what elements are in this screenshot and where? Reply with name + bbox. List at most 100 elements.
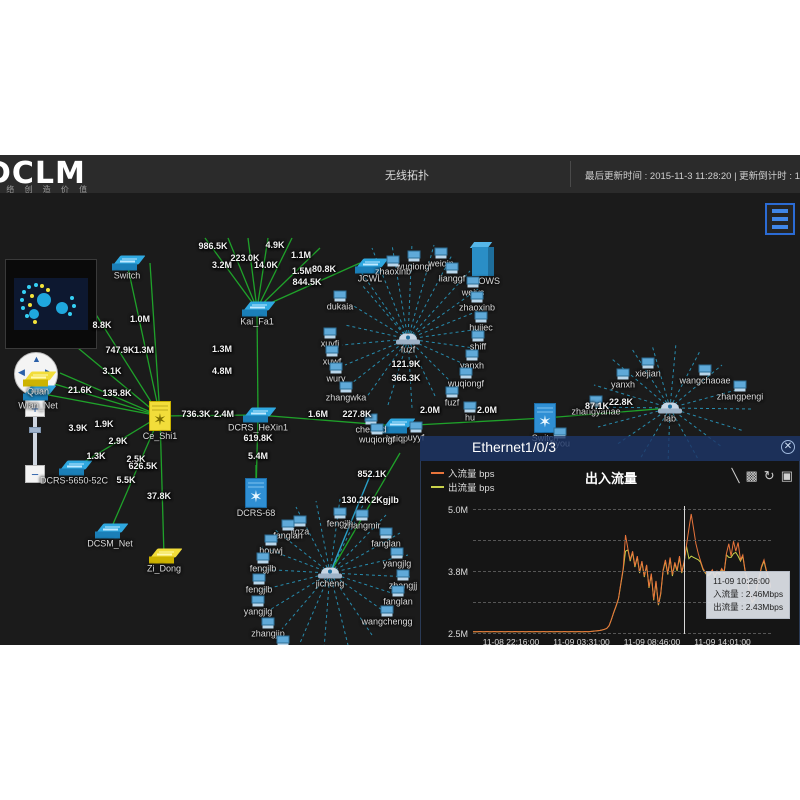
topology-client-node[interactable]: yangjlg [383,547,411,569]
gridline: 2.5M [448,571,771,639]
topology-node-dcrs-5650-52c[interactable]: DCRS-5650-52C [40,460,108,486]
zoom-in-button[interactable]: + [25,399,45,417]
topology-client-node[interactable]: wangchaoae [679,364,731,386]
topology-client-node[interactable]: xiejian [635,357,661,379]
zoom-track[interactable] [33,417,37,465]
topology-node-jicheng[interactable]: jicheng [316,567,344,589]
topology-client-node[interactable]: uyyf [408,421,424,443]
legend-item-out[interactable]: 出流量 bps [431,480,494,494]
link-traffic-value: 747.9K [105,345,135,355]
link-traffic-value: 2.5K [126,454,146,464]
gridline: 3.8M [448,540,771,577]
topology-client-node[interactable]: fengjlb [246,573,272,595]
topology-canvas[interactable]: ▲ ▼ ◀ ▶ + − SwitchKai_Fa1JCWLSUOWS✶Ce_Sh… [0,193,800,645]
topology-node-fuzf[interactable]: fuzf [396,333,420,355]
link-traffic-value: 37.8K [146,491,172,501]
link-traffic-value: 1.3K [86,451,106,461]
link-traffic-value: 619.8K [243,433,273,443]
topology-node-lab[interactable]: lab [658,402,682,424]
gridline: 1.3M [473,602,771,603]
client-label: fengjlb [326,518,354,529]
client-label: zhangpengi [716,391,764,402]
client-label: fuzf [444,397,460,408]
chart-series [473,513,772,633]
topology-client-node[interactable]: zhaoxinb [459,291,495,313]
topology-client-node[interactable]: houwj [259,534,283,556]
topology-node-jcwl[interactable]: JCWL [355,258,389,284]
topology-client-node[interactable]: weiys [462,276,484,298]
save-icon[interactable]: ▣ [780,468,793,483]
zoom-out-button[interactable]: − [25,465,45,483]
pan-left-icon[interactable]: ◀ [18,367,25,377]
topology-client-node[interactable]: fuzf [445,386,459,408]
client-label: houwj [259,545,283,556]
topology-node-quan[interactable]: Quan [23,371,57,397]
topology-minimap[interactable] [5,259,97,349]
topology-node-wlan-net[interactable]: Wlan_Net [18,385,58,411]
link-traffic-value: 1.6M [307,409,329,419]
topology-client-node[interactable]: yangjlg [244,595,272,617]
client-label: lianggf [438,273,466,284]
last-update-status: 最后更新时间 : 2015-11-3 11:28:20 | 更新倒计时 : 11 [585,171,800,182]
topology-client-node[interactable]: yanxh [611,368,635,390]
topology-client-node[interactable]: zhangyanae [571,395,621,417]
topology-client-node[interactable]: hu [463,401,477,423]
line-chart-icon[interactable]: ╲ [731,468,740,483]
topology-client-node[interactable]: wury [326,362,346,384]
topology-client-node[interactable]: fengjlb [250,552,276,574]
topology-client-node[interactable]: wuqiongf [396,250,432,272]
topology-client-node[interactable]: zhangjj [389,569,417,591]
topology-node-switch[interactable]: Switch [112,255,146,281]
topology-client-node[interactable]: dukaia [327,290,353,312]
topology-client-node[interactable]: lianggf [439,262,465,284]
topology-node-dcrs-hexin1[interactable]: DCRS_HeXin1 [228,407,288,433]
topology-client-node[interactable]: shiff [470,330,486,352]
chart-toolbox[interactable]: ╲ ▩ ↻ ▣ [732,469,793,482]
topology-client-node[interactable]: shiff [276,635,290,645]
topology-client-node[interactable]: wuqiongf [359,423,395,445]
link-traffic-value: 135.8K [102,388,132,398]
link-traffic-value: 1.3M [211,344,233,354]
topology-node-kai-fa1[interactable]: Kai_Fa1 [240,301,276,327]
topology-client-node[interactable]: fanglan [371,527,401,549]
link-traffic-value: 223.0K [230,253,260,263]
client-label: wuqiongf [358,434,396,445]
topology-client-node[interactable]: zhangjjp [251,617,285,639]
topology-client-node[interactable]: yanxh [460,349,484,371]
link-traffic-value: 2.9K [108,436,128,446]
topology-client-node[interactable]: zhangpengi [717,380,763,402]
topology-node-dcrs-68[interactable]: ✶ DCRS-68 [237,478,275,518]
topology-client-node[interactable]: hujiec [469,311,493,333]
topology-client-node[interactable]: fanglan [383,585,413,607]
topology-node-huiqp[interactable]: huiqp [382,418,416,444]
topology-client-node[interactable]: wuqiongf [448,367,484,389]
zoom-control[interactable]: + − [25,399,45,483]
close-icon[interactable]: ✕ [781,440,795,454]
topology-client-node[interactable]: zhaoxinb [375,255,411,277]
hamburger-menu-icon[interactable] [765,203,795,235]
topology-client-node[interactable]: fengjlb [327,507,353,529]
zoom-knob[interactable] [29,427,41,433]
chart-plot-area[interactable]: 0 1.3M 2.5M 3.8M 5.0M 11-08 22:16:00 11-09 03… [448,505,791,645]
traffic-chart-panel[interactable]: Ethernet1/0/3 ✕ 出入流量 入流量 bps 出流量 bps [420,436,800,645]
topology-node-dcsm-net[interactable]: DCSM_Net [87,523,133,549]
legend-item-in[interactable]: 入流量 bps [431,466,494,480]
topology-node-suows[interactable]: SUOWS [466,242,500,286]
refresh-icon[interactable]: ↻ [763,468,775,483]
topology-client-node[interactable]: xuyfj [321,327,339,349]
pan-up-icon[interactable]: ▲ [32,354,41,364]
topology-client-node[interactable]: wangchengg [361,605,413,627]
node-label: JCWL [357,273,383,284]
client-label: fengjlb [245,584,273,595]
topology-client-node[interactable]: fanglan [273,519,303,541]
topology-client-node[interactable]: weiqin [428,247,454,269]
topology-client-node[interactable]: xuwf [323,345,341,367]
topology-node-zi-dong[interactable]: Zi_Dong [147,548,183,574]
series-line [473,513,772,633]
client-label: shiff [469,341,487,352]
topology-client-node[interactable]: zhangwka [326,381,366,403]
topology-client-node[interactable]: ligza [291,515,309,537]
topology-client-node[interactable]: zhangmir [343,509,381,531]
topology-node-ce-shi1[interactable]: ✶ Ce_Shi1 [143,401,177,441]
bar-chart-icon[interactable]: ▩ [745,468,758,483]
